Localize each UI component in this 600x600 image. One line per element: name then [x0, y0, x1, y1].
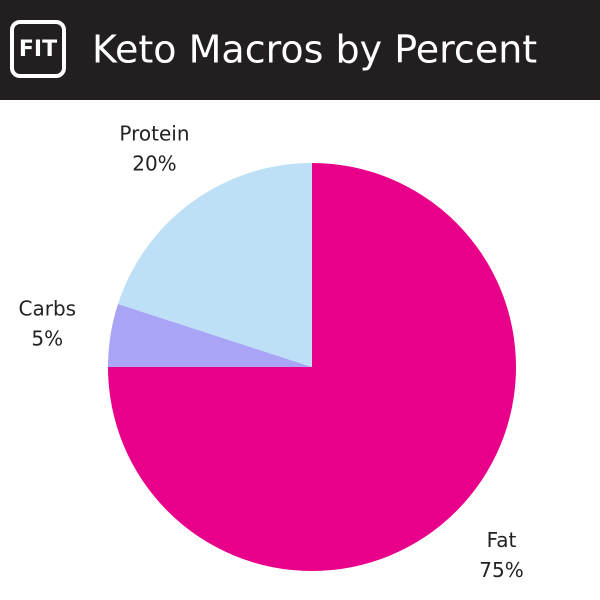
chart-title: Keto Macros by Percent [92, 28, 537, 72]
logo: FIT [19, 37, 57, 62]
slice-value-label: 75% [479, 558, 523, 582]
slice-value-label: 20% [132, 152, 176, 176]
pie-slice [117, 163, 313, 367]
header-bar [0, 0, 600, 100]
slice-label: Protein [119, 122, 189, 146]
pie-slice [108, 303, 312, 367]
slice-value-label: 5% [31, 327, 63, 351]
logo-box [10, 20, 66, 78]
slice-label: Fat [487, 528, 517, 552]
slice-label: Carbs [19, 297, 77, 321]
